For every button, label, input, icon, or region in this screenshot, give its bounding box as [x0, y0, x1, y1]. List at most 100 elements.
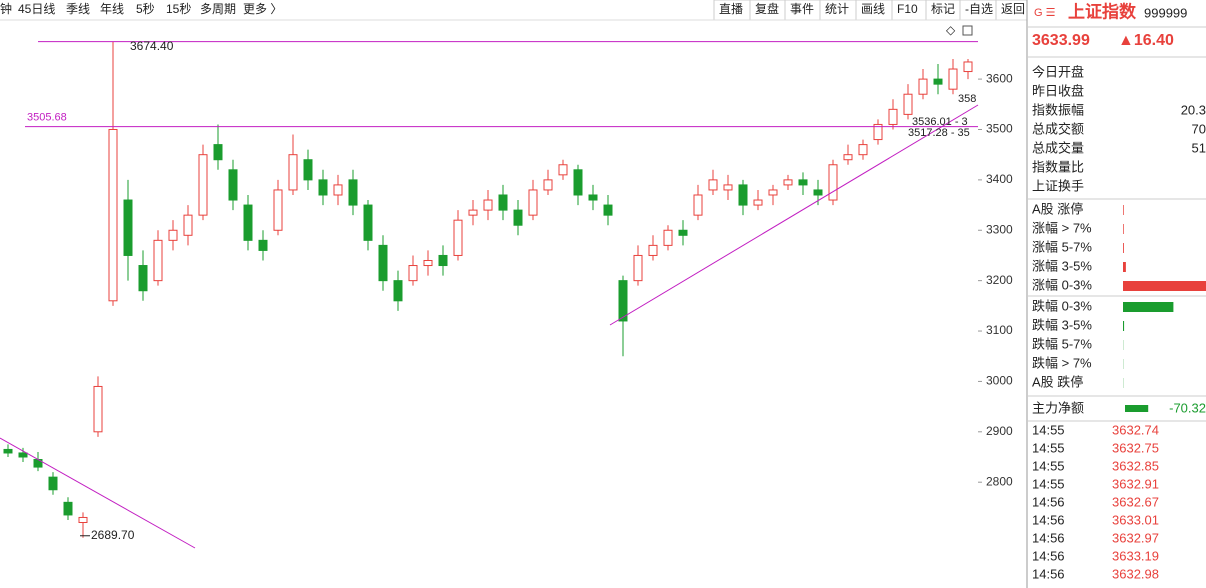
toolbar-item[interactable]: 钟 [0, 1, 12, 16]
y-tick-label: 3000 [986, 374, 1013, 388]
candle-body [888, 108, 898, 125]
toolbar-button-label[interactable]: 标记 [931, 2, 955, 16]
info-label: 昨日收盘 [1032, 83, 1084, 98]
dist-label: 跌幅 5-7% [1032, 336, 1092, 351]
y-tick-label: 3400 [986, 172, 1013, 186]
candle-body [843, 154, 853, 161]
candle-body [228, 169, 238, 201]
info-label: 上证换手 [1032, 178, 1084, 193]
candle-body [438, 254, 448, 267]
candle-body [783, 179, 793, 186]
tick-time: 14:56 [1032, 548, 1065, 563]
candle-body [528, 189, 538, 216]
info-label: 总成交额 [1032, 121, 1084, 136]
annotation: 358 [958, 93, 976, 105]
candle-body [513, 209, 523, 226]
candle-body [408, 265, 418, 282]
y-tick-label: 3100 [986, 323, 1013, 337]
tick-price: 3632.74 [1112, 422, 1159, 437]
toolbar-button-label[interactable]: 统计 [825, 2, 849, 16]
candle-body [93, 385, 103, 433]
candle-body [363, 204, 373, 241]
candle-body [198, 154, 208, 216]
tick-time: 14:56 [1032, 566, 1065, 581]
toolbar-item[interactable]: 15秒 [166, 2, 191, 16]
tick-price: 3632.85 [1112, 458, 1159, 473]
candle-body [903, 93, 913, 115]
tick-time: 14:56 [1032, 530, 1065, 545]
dist-bar [1123, 224, 1124, 234]
toolbar-button-label[interactable]: 画线 [861, 2, 885, 16]
candle-body [453, 219, 463, 256]
dist-bar [1123, 262, 1126, 272]
candle-body [813, 189, 823, 196]
dist-label: 跌幅 3-5% [1032, 317, 1092, 332]
toolbar-item[interactable]: 年线 [100, 2, 124, 16]
diamond-icon: ◇ [946, 23, 956, 37]
candle-body [423, 259, 433, 267]
candle-body [333, 184, 343, 196]
toolbar-button-label[interactable]: 返回 [1001, 2, 1025, 16]
annotation: 3517.28 - 35 [908, 127, 970, 139]
candle-body [963, 61, 973, 73]
tick-time: 14:56 [1032, 512, 1065, 527]
candle-body [318, 179, 328, 196]
info-value: 51 [1192, 140, 1206, 155]
y-tick-label: 3500 [986, 122, 1013, 136]
dist-label: 涨幅 3-5% [1032, 258, 1092, 273]
candle-body [588, 194, 598, 201]
toolbar-item[interactable]: 多周期 [200, 2, 236, 16]
tick-price: 3633.19 [1112, 548, 1159, 563]
trend-line [0, 437, 196, 549]
candle-body [858, 144, 868, 156]
candle-body [663, 229, 673, 246]
toolbar-item[interactable]: 季线 [66, 2, 90, 16]
y-tick-label: 2900 [986, 424, 1013, 438]
toolbar-button-label[interactable]: 事件 [790, 2, 814, 16]
candle-body [123, 199, 133, 256]
panel-toggle[interactable] [962, 25, 973, 36]
dist-bar [1123, 321, 1125, 331]
toolbar-item[interactable]: 5秒 [136, 2, 155, 16]
tick-price: 3632.67 [1112, 494, 1159, 509]
candle-body [273, 189, 283, 231]
candle-body [183, 214, 193, 236]
info-value: 70 [1192, 121, 1206, 136]
annotation: 3536.01 - 3 [912, 116, 968, 128]
change: ▲16.40 [1118, 32, 1174, 49]
candle-body [798, 179, 808, 186]
net-label: 主力净额 [1032, 400, 1084, 415]
tick-price: 3632.75 [1112, 440, 1159, 455]
toolbar-item[interactable]: 更多 〉 [243, 2, 282, 16]
line-label: 3674.40 [130, 39, 174, 53]
candle-body [258, 239, 268, 251]
candle-body [3, 448, 13, 454]
dist-label: 涨幅 0-3% [1032, 277, 1092, 292]
candle-body [78, 516, 88, 523]
candle-body [108, 128, 118, 302]
toolbar-button-label[interactable]: 直播 [719, 2, 743, 16]
candle-body [303, 159, 313, 181]
toolbar-button-label[interactable]: 复盘 [755, 1, 779, 16]
candle-body [633, 254, 643, 282]
candle-body [243, 204, 253, 241]
line-label: 3505.68 [27, 112, 67, 124]
candle-body [288, 154, 298, 191]
candle-body [768, 189, 778, 196]
candle-body [918, 78, 928, 95]
candle-body [468, 209, 478, 216]
dist-label: 跌幅 > 7% [1032, 355, 1092, 370]
y-tick-label: 3300 [986, 222, 1013, 236]
tick-time: 14:56 [1032, 494, 1065, 509]
candle-body [933, 78, 943, 85]
toolbar-item[interactable]: 45日线 [18, 2, 55, 16]
candle-body [138, 265, 148, 292]
toolbar-button-label[interactable]: F10 [897, 2, 918, 16]
info-label: 指数量比 [1032, 159, 1084, 174]
info-label: 指数振幅 [1032, 102, 1084, 117]
dist-label: 涨幅 5-7% [1032, 239, 1092, 254]
toolbar-button-label[interactable]: -自选 [965, 2, 993, 16]
index-name: 上证指数 [1068, 1, 1137, 21]
